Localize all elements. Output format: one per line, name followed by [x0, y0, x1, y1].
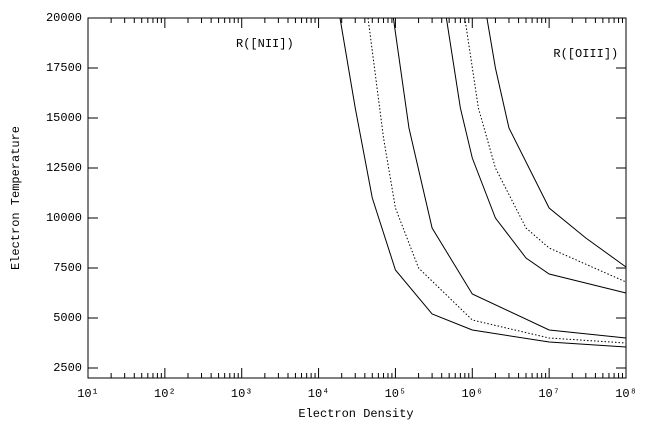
x-tick-label: 10¹ — [77, 387, 99, 401]
y-axis-label: Electron Temperature — [9, 126, 23, 270]
x-tick-label: 10⁸ — [615, 387, 637, 401]
curve — [367, 17, 627, 344]
curve — [486, 17, 627, 268]
x-tick-label: 10² — [154, 387, 176, 401]
curve — [339, 17, 627, 348]
y-tick-label: 12500 — [46, 161, 82, 175]
x-tick-label: 10⁴ — [308, 387, 330, 401]
x-tick-label: 10⁷ — [538, 387, 560, 401]
y-tick-label: 10000 — [46, 211, 82, 225]
x-tick-label: 10³ — [231, 387, 253, 401]
annotation: R([OIII]) — [553, 47, 618, 61]
curve — [445, 17, 627, 294]
y-tick-label: 15000 — [46, 111, 82, 125]
y-tick-label: 2500 — [53, 361, 82, 375]
curve — [392, 17, 627, 339]
x-tick-label: 10⁵ — [385, 387, 407, 401]
x-tick-label: 10⁶ — [461, 387, 483, 401]
plot-frame — [87, 17, 627, 379]
y-tick-label: 17500 — [46, 61, 82, 75]
y-tick-label: 20000 — [46, 11, 82, 25]
annotation: R([NII]) — [236, 37, 294, 51]
y-tick-label: 7500 — [53, 261, 82, 275]
x-axis-label: Electron Density — [298, 407, 413, 421]
y-tick-label: 5000 — [53, 311, 82, 325]
